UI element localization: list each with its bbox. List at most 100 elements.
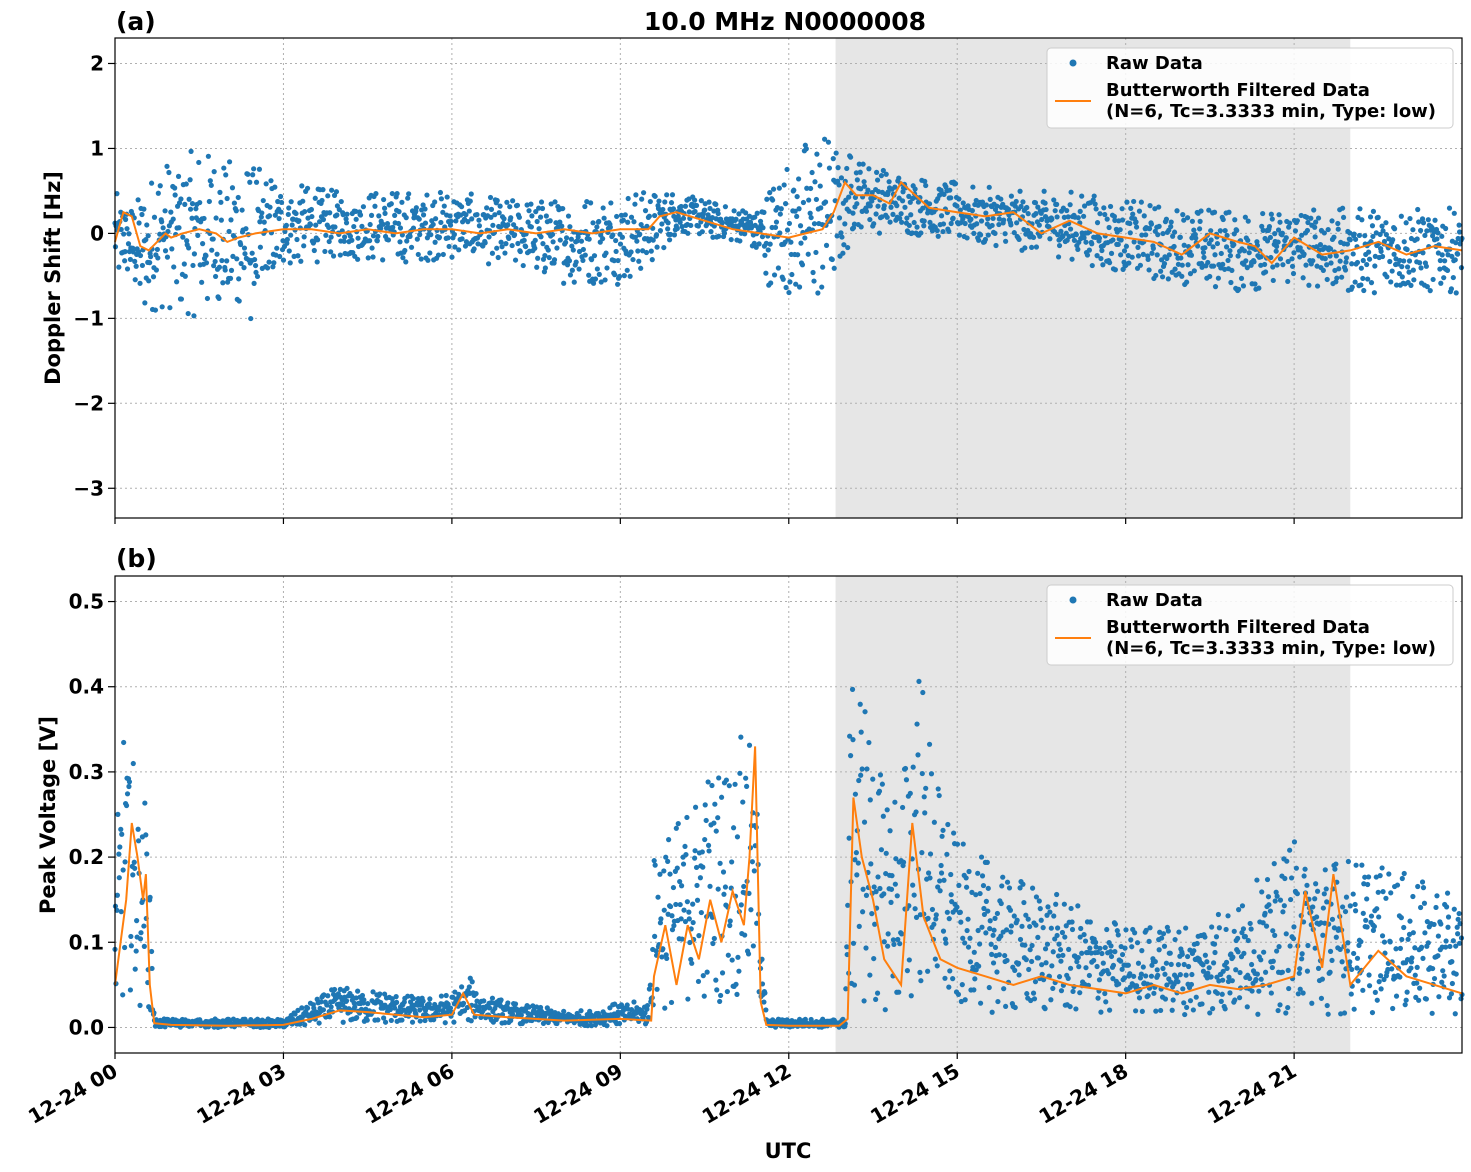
raw-data-point	[416, 216, 422, 222]
raw-data-point	[413, 205, 419, 211]
raw-data-point	[876, 788, 883, 794]
raw-data-point	[1256, 988, 1262, 994]
raw-data-point	[665, 858, 671, 864]
raw-data-point	[263, 181, 269, 187]
raw-data-point	[977, 941, 983, 947]
raw-data-point	[1007, 907, 1014, 913]
raw-data-point	[1108, 943, 1114, 949]
raw-data-point	[917, 969, 923, 975]
raw-data-point	[1150, 245, 1156, 251]
raw-data-point	[1180, 986, 1186, 992]
raw-data-point	[904, 215, 910, 221]
raw-data-point	[590, 220, 596, 226]
raw-data-point	[877, 772, 884, 778]
raw-data-point	[489, 995, 496, 1001]
raw-data-point	[913, 914, 920, 920]
raw-data-point	[1232, 217, 1238, 223]
raw-data-point	[1222, 266, 1228, 272]
raw-data-point	[749, 859, 755, 865]
raw-data-point	[135, 838, 142, 844]
raw-data-point	[1129, 254, 1135, 260]
raw-data-point	[311, 247, 317, 254]
raw-data-point	[119, 831, 125, 837]
raw-data-point	[487, 194, 494, 201]
raw-data-point	[1225, 913, 1231, 919]
raw-data-point	[841, 242, 847, 248]
raw-data-point	[510, 1011, 516, 1018]
raw-data-point	[342, 234, 348, 240]
raw-data-point	[1267, 234, 1273, 241]
raw-data-point	[921, 223, 927, 229]
raw-data-point	[805, 251, 811, 257]
raw-data-point	[117, 844, 123, 850]
raw-data-point	[1184, 1004, 1190, 1011]
raw-data-point	[826, 165, 833, 171]
raw-data-point	[1236, 907, 1242, 913]
raw-data-point	[1406, 269, 1412, 275]
raw-data-point	[1117, 227, 1123, 233]
raw-data-point	[197, 199, 203, 206]
raw-data-point	[325, 993, 331, 999]
raw-data-point	[1139, 1008, 1145, 1014]
raw-data-point	[1343, 894, 1350, 900]
raw-data-point	[677, 878, 683, 885]
raw-data-point	[570, 247, 576, 253]
raw-data-point	[1453, 971, 1459, 977]
raw-data-point	[806, 197, 812, 203]
raw-data-point	[1367, 214, 1374, 220]
raw-data-point	[925, 968, 931, 974]
raw-data-point	[231, 200, 237, 206]
raw-data-point	[888, 886, 895, 892]
raw-data-point	[336, 207, 342, 213]
raw-data-point	[316, 1020, 322, 1026]
raw-data-point	[899, 198, 906, 204]
raw-data-point	[684, 899, 690, 905]
raw-data-point	[567, 272, 574, 278]
raw-data-point	[1289, 263, 1296, 269]
raw-data-point	[137, 936, 144, 942]
raw-data-point	[294, 236, 300, 243]
raw-data-point	[1160, 931, 1167, 937]
raw-data-point	[846, 835, 852, 841]
raw-data-point	[1139, 948, 1145, 954]
raw-data-point	[1110, 237, 1116, 243]
raw-data-point	[1065, 975, 1071, 981]
raw-data-point	[990, 960, 997, 966]
raw-data-point	[471, 246, 477, 252]
raw-data-point	[228, 267, 235, 273]
raw-data-point	[960, 200, 966, 206]
raw-data-point	[644, 223, 650, 229]
raw-data-point	[377, 991, 383, 997]
raw-data-point	[1362, 233, 1368, 239]
raw-data-point	[838, 230, 844, 236]
raw-data-point	[141, 943, 147, 949]
raw-data-point	[563, 239, 569, 246]
raw-data-point	[1328, 260, 1334, 266]
legend-marker-raw-a	[1069, 59, 1077, 67]
panel-b-voltage: 0.50.40.30.20.10.0 12-24 00 12-24 03 12-24…	[24, 544, 1465, 1163]
raw-data-point	[1417, 260, 1423, 266]
raw-data-point	[692, 848, 698, 854]
raw-data-point	[1407, 215, 1413, 222]
raw-data-point	[1181, 242, 1187, 248]
raw-data-point	[1245, 237, 1251, 243]
raw-data-point	[1270, 277, 1276, 284]
raw-data-point	[1138, 971, 1144, 977]
raw-data-point	[1051, 197, 1057, 203]
raw-data-point	[752, 214, 758, 220]
raw-data-point	[1002, 952, 1008, 959]
raw-data-point	[1214, 240, 1221, 247]
raw-data-point	[780, 276, 786, 282]
raw-data-point	[1436, 994, 1442, 1000]
raw-data-point	[775, 265, 781, 271]
raw-data-point	[858, 729, 864, 735]
raw-data-point	[1277, 897, 1284, 903]
y-tick-label: 0.5	[69, 590, 104, 614]
raw-data-point	[427, 996, 433, 1002]
raw-data-point	[1291, 924, 1297, 930]
raw-data-point	[436, 234, 443, 240]
y-axis-label-b: Peak Voltage [V]	[36, 716, 60, 914]
raw-data-point	[669, 927, 676, 933]
raw-data-point	[1403, 220, 1409, 226]
raw-data-point	[1223, 959, 1230, 965]
